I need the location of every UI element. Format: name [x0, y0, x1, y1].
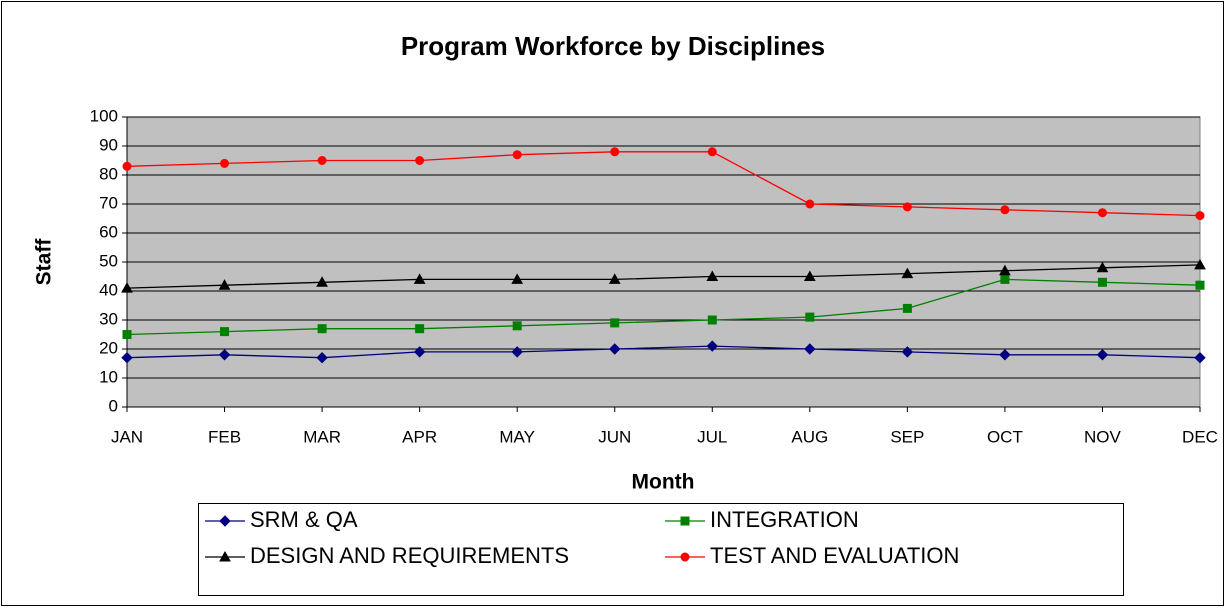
marker — [609, 343, 621, 355]
x-axis-label: Month — [632, 471, 695, 494]
marker — [316, 351, 328, 364]
marker — [121, 282, 133, 293]
y-tick-label: 100 — [90, 106, 118, 125]
x-tick-label: JUL — [697, 427, 727, 446]
marker — [608, 273, 621, 284]
marker — [122, 161, 132, 171]
marker — [1096, 349, 1109, 361]
marker — [902, 303, 912, 313]
legend-box — [198, 503, 1124, 596]
y-axis-label: Staff — [33, 238, 56, 286]
x-tick-label: MAR — [303, 427, 341, 446]
y-tick-label: 50 — [99, 251, 118, 270]
marker — [511, 346, 523, 358]
marker — [680, 552, 690, 562]
y-tick-label: 20 — [99, 338, 118, 357]
y-tick-label: 60 — [99, 222, 118, 241]
marker — [707, 147, 717, 157]
marker — [610, 147, 620, 157]
legend-label: TEST AND EVALUATION — [710, 543, 959, 568]
marker — [415, 324, 425, 334]
marker — [706, 270, 719, 281]
marker — [413, 273, 426, 284]
y-tick-label: 40 — [99, 280, 118, 299]
x-tick-label: AUG — [791, 427, 828, 446]
marker — [1000, 205, 1010, 215]
marker — [121, 351, 133, 364]
marker — [218, 349, 231, 361]
marker — [1000, 274, 1010, 284]
marker — [512, 150, 522, 160]
x-tick-label: APR — [402, 427, 437, 446]
x-tick-label: FEB — [208, 427, 241, 446]
marker — [512, 321, 522, 331]
marker — [122, 330, 132, 339]
marker — [901, 346, 914, 358]
marker — [317, 156, 327, 165]
x-tick-label: MAY — [499, 427, 535, 446]
series-line — [126, 345, 1201, 359]
marker — [220, 327, 230, 337]
marker — [220, 158, 230, 168]
marker — [316, 276, 328, 287]
marker — [1096, 261, 1109, 273]
marker — [804, 343, 816, 355]
marker — [317, 324, 327, 334]
marker — [1194, 351, 1206, 364]
marker — [1194, 258, 1206, 270]
marker — [999, 264, 1011, 276]
marker — [805, 312, 815, 322]
marker — [1195, 280, 1205, 290]
marker — [901, 267, 914, 279]
x-tick-label: NOV — [1084, 427, 1122, 446]
x-tick-label: DEC — [1182, 427, 1218, 446]
series-line — [126, 151, 1201, 217]
x-tick-label: JUN — [598, 427, 631, 446]
marker — [415, 156, 425, 165]
marker — [680, 516, 690, 526]
legend-label: SRM & QA — [250, 507, 358, 532]
marker — [707, 315, 717, 325]
x-tick-label: SEP — [890, 427, 924, 446]
marker — [999, 349, 1011, 361]
marker — [706, 340, 718, 352]
y-tick-label: 90 — [99, 135, 118, 154]
marker — [218, 279, 231, 290]
x-tick-label: JAN — [111, 427, 143, 446]
y-tick-label: 30 — [99, 309, 118, 328]
marker — [1195, 211, 1205, 221]
y-tick-label: 80 — [99, 164, 118, 183]
marker — [803, 270, 816, 281]
marker — [805, 199, 815, 209]
marker — [1097, 208, 1107, 218]
x-tick-label: OCT — [987, 427, 1023, 446]
marker — [1097, 277, 1107, 287]
series-line — [126, 264, 1201, 289]
legend-label: DESIGN AND REQUIREMENTS — [250, 543, 569, 568]
marker — [610, 318, 620, 328]
marker — [219, 550, 231, 562]
marker — [413, 346, 426, 358]
marker — [511, 273, 524, 284]
marker — [219, 515, 231, 527]
marker — [902, 202, 912, 212]
chart-title: Program Workforce by Disciplines — [401, 31, 825, 61]
legend-label: INTEGRATION — [710, 507, 859, 532]
series-line — [126, 278, 1201, 336]
y-tick-label: 10 — [99, 367, 118, 386]
y-tick-label: 0 — [109, 396, 118, 415]
y-tick-label: 70 — [99, 193, 118, 212]
